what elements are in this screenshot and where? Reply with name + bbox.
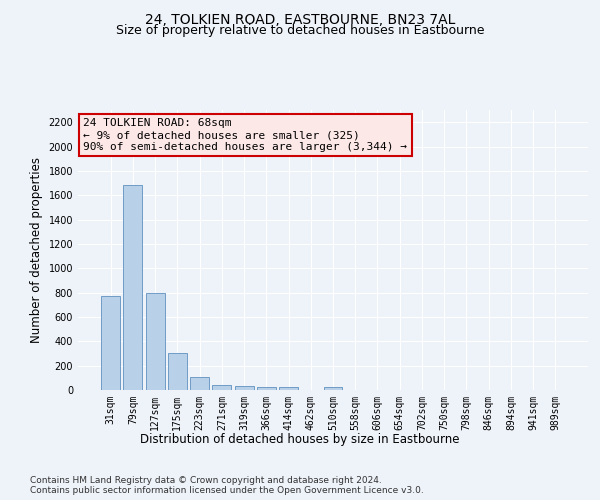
Bar: [212, 384, 231, 390]
Text: Distribution of detached houses by size in Eastbourne: Distribution of detached houses by size …: [140, 432, 460, 446]
Y-axis label: Number of detached properties: Number of detached properties: [30, 157, 43, 343]
Bar: [190, 376, 209, 390]
Text: 24, TOLKIEN ROAD, EASTBOURNE, BN23 7AL: 24, TOLKIEN ROAD, EASTBOURNE, BN23 7AL: [145, 12, 455, 26]
Bar: [168, 354, 187, 390]
Bar: [124, 186, 142, 390]
Bar: [257, 386, 276, 390]
Text: Size of property relative to detached houses in Eastbourne: Size of property relative to detached ho…: [116, 24, 484, 37]
Bar: [146, 293, 164, 390]
Bar: [235, 386, 254, 390]
Text: Contains HM Land Registry data © Crown copyright and database right 2024.
Contai: Contains HM Land Registry data © Crown c…: [30, 476, 424, 495]
Bar: [279, 387, 298, 390]
Bar: [101, 296, 120, 390]
Bar: [323, 387, 343, 390]
Text: 24 TOLKIEN ROAD: 68sqm
← 9% of detached houses are smaller (325)
90% of semi-det: 24 TOLKIEN ROAD: 68sqm ← 9% of detached …: [83, 118, 407, 152]
